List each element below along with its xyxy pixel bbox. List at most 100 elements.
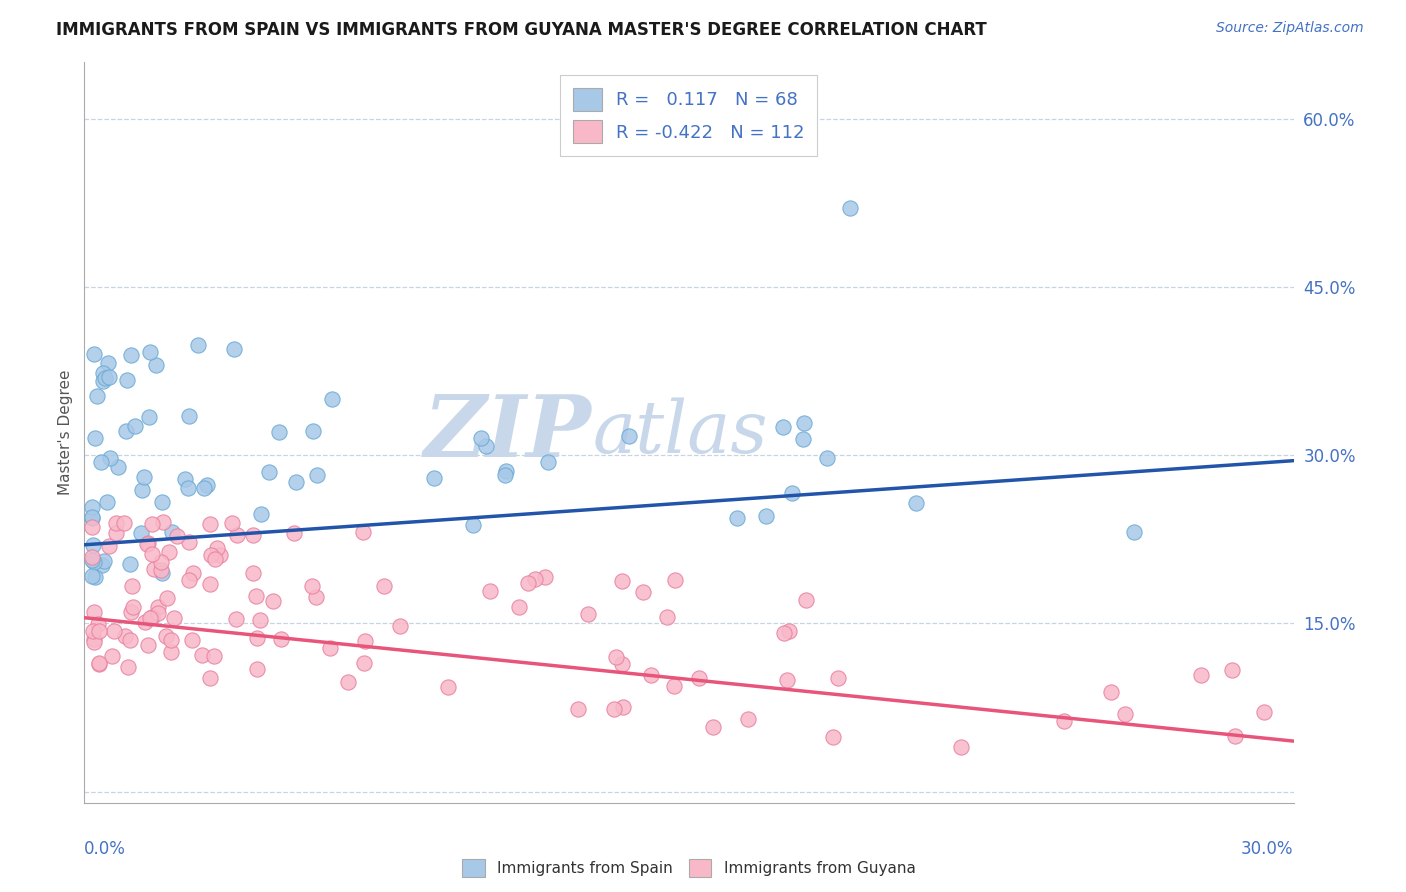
Point (114, 424, 136, 438)
Point (478, 583, 501, 598)
Point (772, 420, 794, 434)
Point (321, 392, 343, 406)
Point (353, 656, 375, 670)
Text: Source: ZipAtlas.com: Source: ZipAtlas.com (1216, 21, 1364, 35)
Point (508, 600, 530, 615)
Point (1053, 714, 1076, 728)
Y-axis label: Master's Degree: Master's Degree (58, 370, 73, 495)
Point (373, 579, 395, 593)
Text: ZIP: ZIP (425, 391, 592, 475)
Legend: Immigrants from Spain, Immigrants from Guyana: Immigrants from Spain, Immigrants from G… (454, 851, 924, 885)
Point (283, 525, 305, 540)
Point (772, 626, 794, 640)
Point (136, 536, 159, 550)
Point (249, 507, 271, 521)
Point (177, 573, 200, 587)
Point (150, 555, 173, 569)
Point (141, 516, 163, 531)
Point (82, 510, 104, 524)
Point (83, 632, 105, 647)
Point (523, 572, 546, 586)
Point (160, 645, 183, 659)
Point (120, 606, 142, 620)
Point (257, 465, 280, 479)
Point (662, 679, 685, 693)
Point (1122, 525, 1144, 540)
Point (352, 524, 374, 539)
Point (136, 639, 159, 653)
Point (98, 540, 121, 554)
Point (93, 554, 115, 568)
Point (603, 702, 626, 716)
Point (202, 648, 225, 663)
Point (605, 649, 627, 664)
Point (121, 579, 143, 593)
Point (82, 500, 104, 515)
Point (198, 517, 221, 532)
Point (222, 342, 245, 356)
Point (160, 525, 183, 540)
Point (141, 610, 163, 624)
Point (181, 566, 204, 580)
Point (204, 551, 226, 566)
Point (475, 438, 498, 452)
Point (104, 526, 127, 541)
Point (242, 566, 264, 581)
Point (776, 673, 799, 688)
Point (91, 366, 114, 380)
Point (86, 389, 108, 403)
Text: 0.0%: 0.0% (84, 840, 127, 858)
Point (96, 494, 118, 508)
Point (83, 635, 105, 649)
Point (156, 591, 179, 606)
Point (821, 730, 844, 744)
Point (120, 632, 142, 647)
Point (129, 525, 152, 540)
Point (82, 549, 104, 564)
Point (242, 528, 264, 542)
Point (141, 547, 163, 561)
Point (82, 624, 104, 638)
Point (191, 648, 214, 662)
Point (537, 455, 560, 469)
Point (157, 545, 180, 559)
Point (83, 605, 105, 619)
Point (305, 591, 328, 605)
Point (307, 468, 329, 483)
Point (91, 558, 114, 572)
Text: IMMIGRANTS FROM SPAIN VS IMMIGRANTS FROM GUYANA MASTER'S DEGREE CORRELATION CHAR: IMMIGRANTS FROM SPAIN VS IMMIGRANTS FROM… (56, 21, 987, 38)
Point (98, 370, 121, 384)
Point (337, 675, 360, 690)
Point (87, 624, 110, 638)
Point (87, 616, 110, 631)
Point (1220, 663, 1243, 677)
Point (205, 541, 228, 556)
Point (124, 418, 146, 433)
Point (98, 451, 121, 466)
Point (187, 338, 209, 352)
Point (149, 563, 172, 577)
Point (82, 538, 104, 552)
Point (150, 566, 173, 581)
Point (494, 468, 516, 483)
Point (117, 660, 139, 674)
Point (664, 573, 686, 587)
Point (200, 671, 222, 685)
Point (226, 528, 249, 542)
Point (136, 537, 159, 551)
Point (221, 516, 243, 530)
Point (132, 470, 155, 484)
Point (905, 495, 928, 509)
Point (163, 611, 186, 625)
Point (166, 529, 188, 543)
Point (262, 594, 284, 608)
Point (94, 371, 117, 385)
Point (354, 634, 377, 648)
Point (115, 373, 138, 387)
Point (177, 481, 200, 495)
Point (725, 511, 748, 525)
Point (97, 356, 120, 370)
Point (82, 510, 104, 524)
Point (657, 610, 679, 624)
Text: 30.0%: 30.0% (1241, 840, 1294, 858)
